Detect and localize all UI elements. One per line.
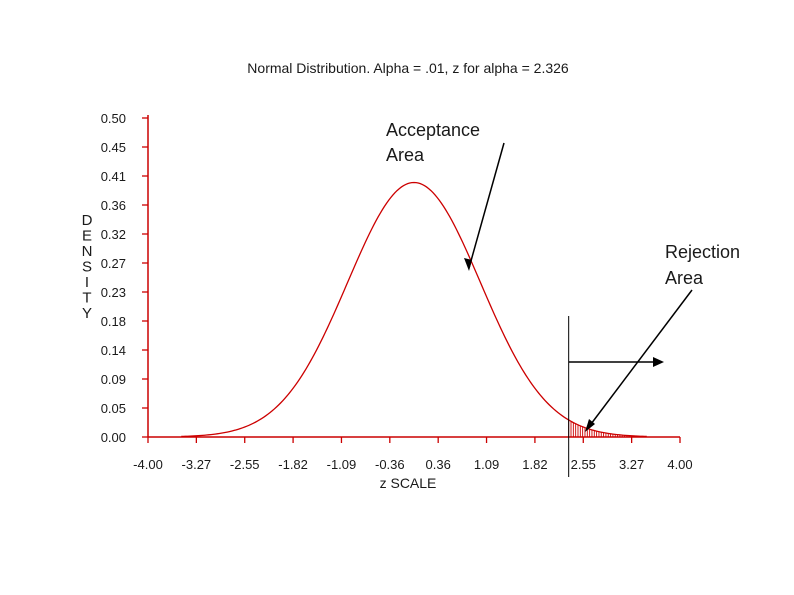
x-tick-label: -3.27	[182, 457, 212, 472]
x-tick-label: -4.00	[133, 457, 163, 472]
x-tick-label: -1.09	[327, 457, 357, 472]
acceptance-label-line-2: Area	[386, 145, 425, 165]
acceptance-arrowhead	[464, 258, 472, 271]
y-tick-label: 0.14	[101, 343, 126, 358]
x-tick-label: -0.36	[375, 457, 405, 472]
x-tick-label: 1.09	[474, 457, 499, 472]
y-tick-label: 0.23	[101, 285, 126, 300]
x-tick-label: 4.00	[667, 457, 692, 472]
y-axis-ticks: 0.00 0.05 0.09 0.14 0.18 0.23 0.27 0.32 0.36 0.41…	[101, 111, 148, 445]
y-tick-label: 0.00	[101, 430, 126, 445]
x-tick-label: -1.82	[278, 457, 308, 472]
y-axis-label-letter: E	[82, 228, 92, 245]
density-curve	[181, 181, 647, 438]
y-tick-label: 0.50	[101, 111, 126, 126]
y-axis-label-letter: S	[82, 259, 92, 276]
x-axis-label: z SCALE	[380, 475, 437, 491]
y-tick-label: 0.18	[101, 314, 126, 329]
y-axis-label-letter: N	[82, 243, 93, 260]
y-axis-label-letter: D	[82, 212, 93, 229]
y-axis-label-letter: Y	[82, 305, 92, 322]
rejection-arrowhead	[585, 419, 595, 432]
annotations: Acceptance Area Rejection Area	[386, 120, 740, 432]
y-axis-label-letter: I	[85, 274, 89, 291]
y-tick-label: 0.05	[101, 401, 126, 416]
rejection-area-shading	[568, 419, 646, 437]
y-tick-label: 0.09	[101, 372, 126, 387]
y-tick-label: 0.32	[101, 227, 126, 242]
x-tick-label: -2.55	[230, 457, 260, 472]
x-tick-label: 0.36	[426, 457, 451, 472]
acceptance-label-line-1: Acceptance	[386, 120, 480, 140]
acceptance-arrow	[468, 142, 505, 269]
x-axis-ticks: -4.00 -3.27 -2.55 -1.82 -1.09 -0.36 0.36 1.09 1.…	[133, 437, 693, 472]
rejection-direction-arrowhead	[653, 357, 664, 367]
rejection-label-line-1: Rejection	[665, 242, 740, 262]
x-tick-label: 3.27	[619, 457, 644, 472]
y-tick-label: 0.36	[101, 198, 126, 213]
y-tick-label: 0.41	[101, 169, 126, 184]
y-axis-label-letter: T	[82, 290, 91, 307]
y-tick-label: 0.45	[101, 140, 126, 155]
chart-title: Normal Distribution. Alpha = .01, z for …	[247, 60, 569, 76]
rejection-arrow	[587, 289, 693, 429]
y-tick-label: 0.27	[101, 256, 126, 271]
x-tick-label: 1.82	[522, 457, 547, 472]
x-tick-label: 2.55	[571, 457, 596, 472]
rejection-label-line-2: Area	[665, 268, 704, 288]
